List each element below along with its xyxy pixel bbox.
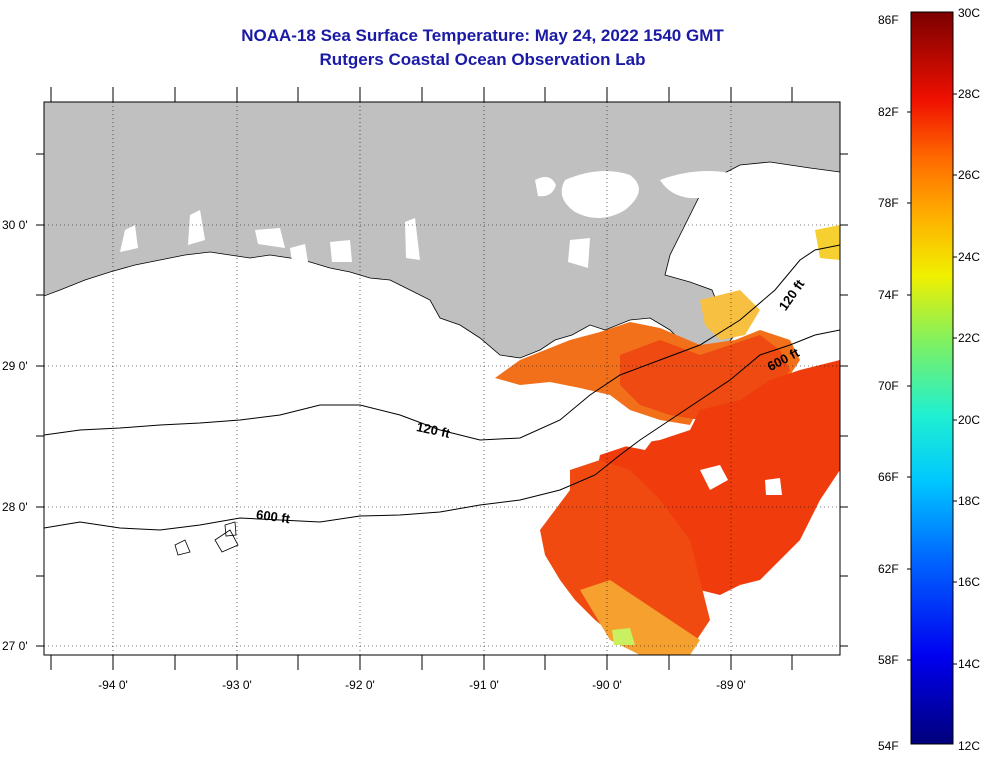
map-subtitle: Rutgers Coastal Ocean Observation Lab [319, 50, 646, 69]
lat-label: 28 0' [2, 500, 28, 514]
map-plot-area [44, 102, 840, 655]
lon-label: -94 0' [98, 678, 128, 692]
colorbar-c-labels: 30C 28C 26C 24C 22C 20C 18C 16C 14C 12C [958, 6, 980, 753]
colorbar-f-labels: 86F 82F 78F 74F 70F 66F 62F 58F 54F [878, 13, 899, 753]
lake-shape [120, 225, 138, 252]
lake-shape [188, 210, 205, 245]
colorbar-f-label: 86F [878, 13, 899, 27]
colorbar-c-label: 18C [958, 494, 980, 508]
lake-shape [405, 218, 420, 260]
lat-label: 27 0' [2, 639, 28, 653]
grid-lines [44, 102, 840, 655]
contour-label: 600 ft [255, 507, 291, 527]
contour-120ft-west [44, 244, 840, 441]
lon-label: -90 0' [592, 678, 622, 692]
colorbar-c-label: 12C [958, 739, 980, 753]
colorbar-f-label: 62F [878, 562, 899, 576]
colorbar-c-label: 14C [958, 657, 980, 671]
sst-data [495, 225, 840, 655]
colorbar-f-label: 70F [878, 379, 899, 393]
lon-label: -92 0' [345, 678, 375, 692]
lake-shape [660, 171, 740, 199]
lon-label: -91 0' [469, 678, 499, 692]
colorbar-c-label: 22C [958, 331, 980, 345]
colorbar-f-label: 54F [878, 739, 899, 753]
lake-shape [568, 238, 590, 268]
colorbar-c-label: 20C [958, 413, 980, 427]
map-title: NOAA-18 Sea Surface Temperature: May 24,… [241, 26, 724, 45]
lake-shape [255, 228, 285, 248]
tick-marks [36, 87, 848, 670]
lat-label: 30 0' [2, 218, 28, 232]
colorbar-f-label: 66F [878, 470, 899, 484]
colorbar-f-label: 82F [878, 105, 899, 119]
lake-shape [330, 240, 352, 262]
colorbar-f-label: 78F [878, 196, 899, 210]
contour-label: 120 ft [415, 419, 452, 441]
lake-shape [535, 176, 556, 197]
colorbar-f-label: 74F [878, 288, 899, 302]
lake-shape [290, 244, 308, 262]
lake-shape [690, 230, 750, 290]
contour-600ft-islands [174, 521, 239, 556]
colorbar-c-label: 30C [958, 6, 980, 20]
colorbar-c-label: 26C [958, 168, 980, 182]
colorbar-ticks [907, 93, 957, 665]
lon-label: -93 0' [222, 678, 252, 692]
lon-label: -89 0' [716, 678, 746, 692]
colorbar [910, 11, 954, 745]
lat-label: 29 0' [2, 359, 28, 373]
colorbar-f-label: 58F [878, 653, 899, 667]
colorbar-c-label: 24C [958, 250, 980, 264]
lake-shape [780, 178, 838, 240]
colorbar-c-label: 16C [958, 575, 980, 589]
contour-600ft-west [44, 329, 840, 531]
map-frame [43, 101, 841, 656]
lake-shape [561, 171, 639, 219]
colorbar-c-label: 28C [958, 87, 980, 101]
